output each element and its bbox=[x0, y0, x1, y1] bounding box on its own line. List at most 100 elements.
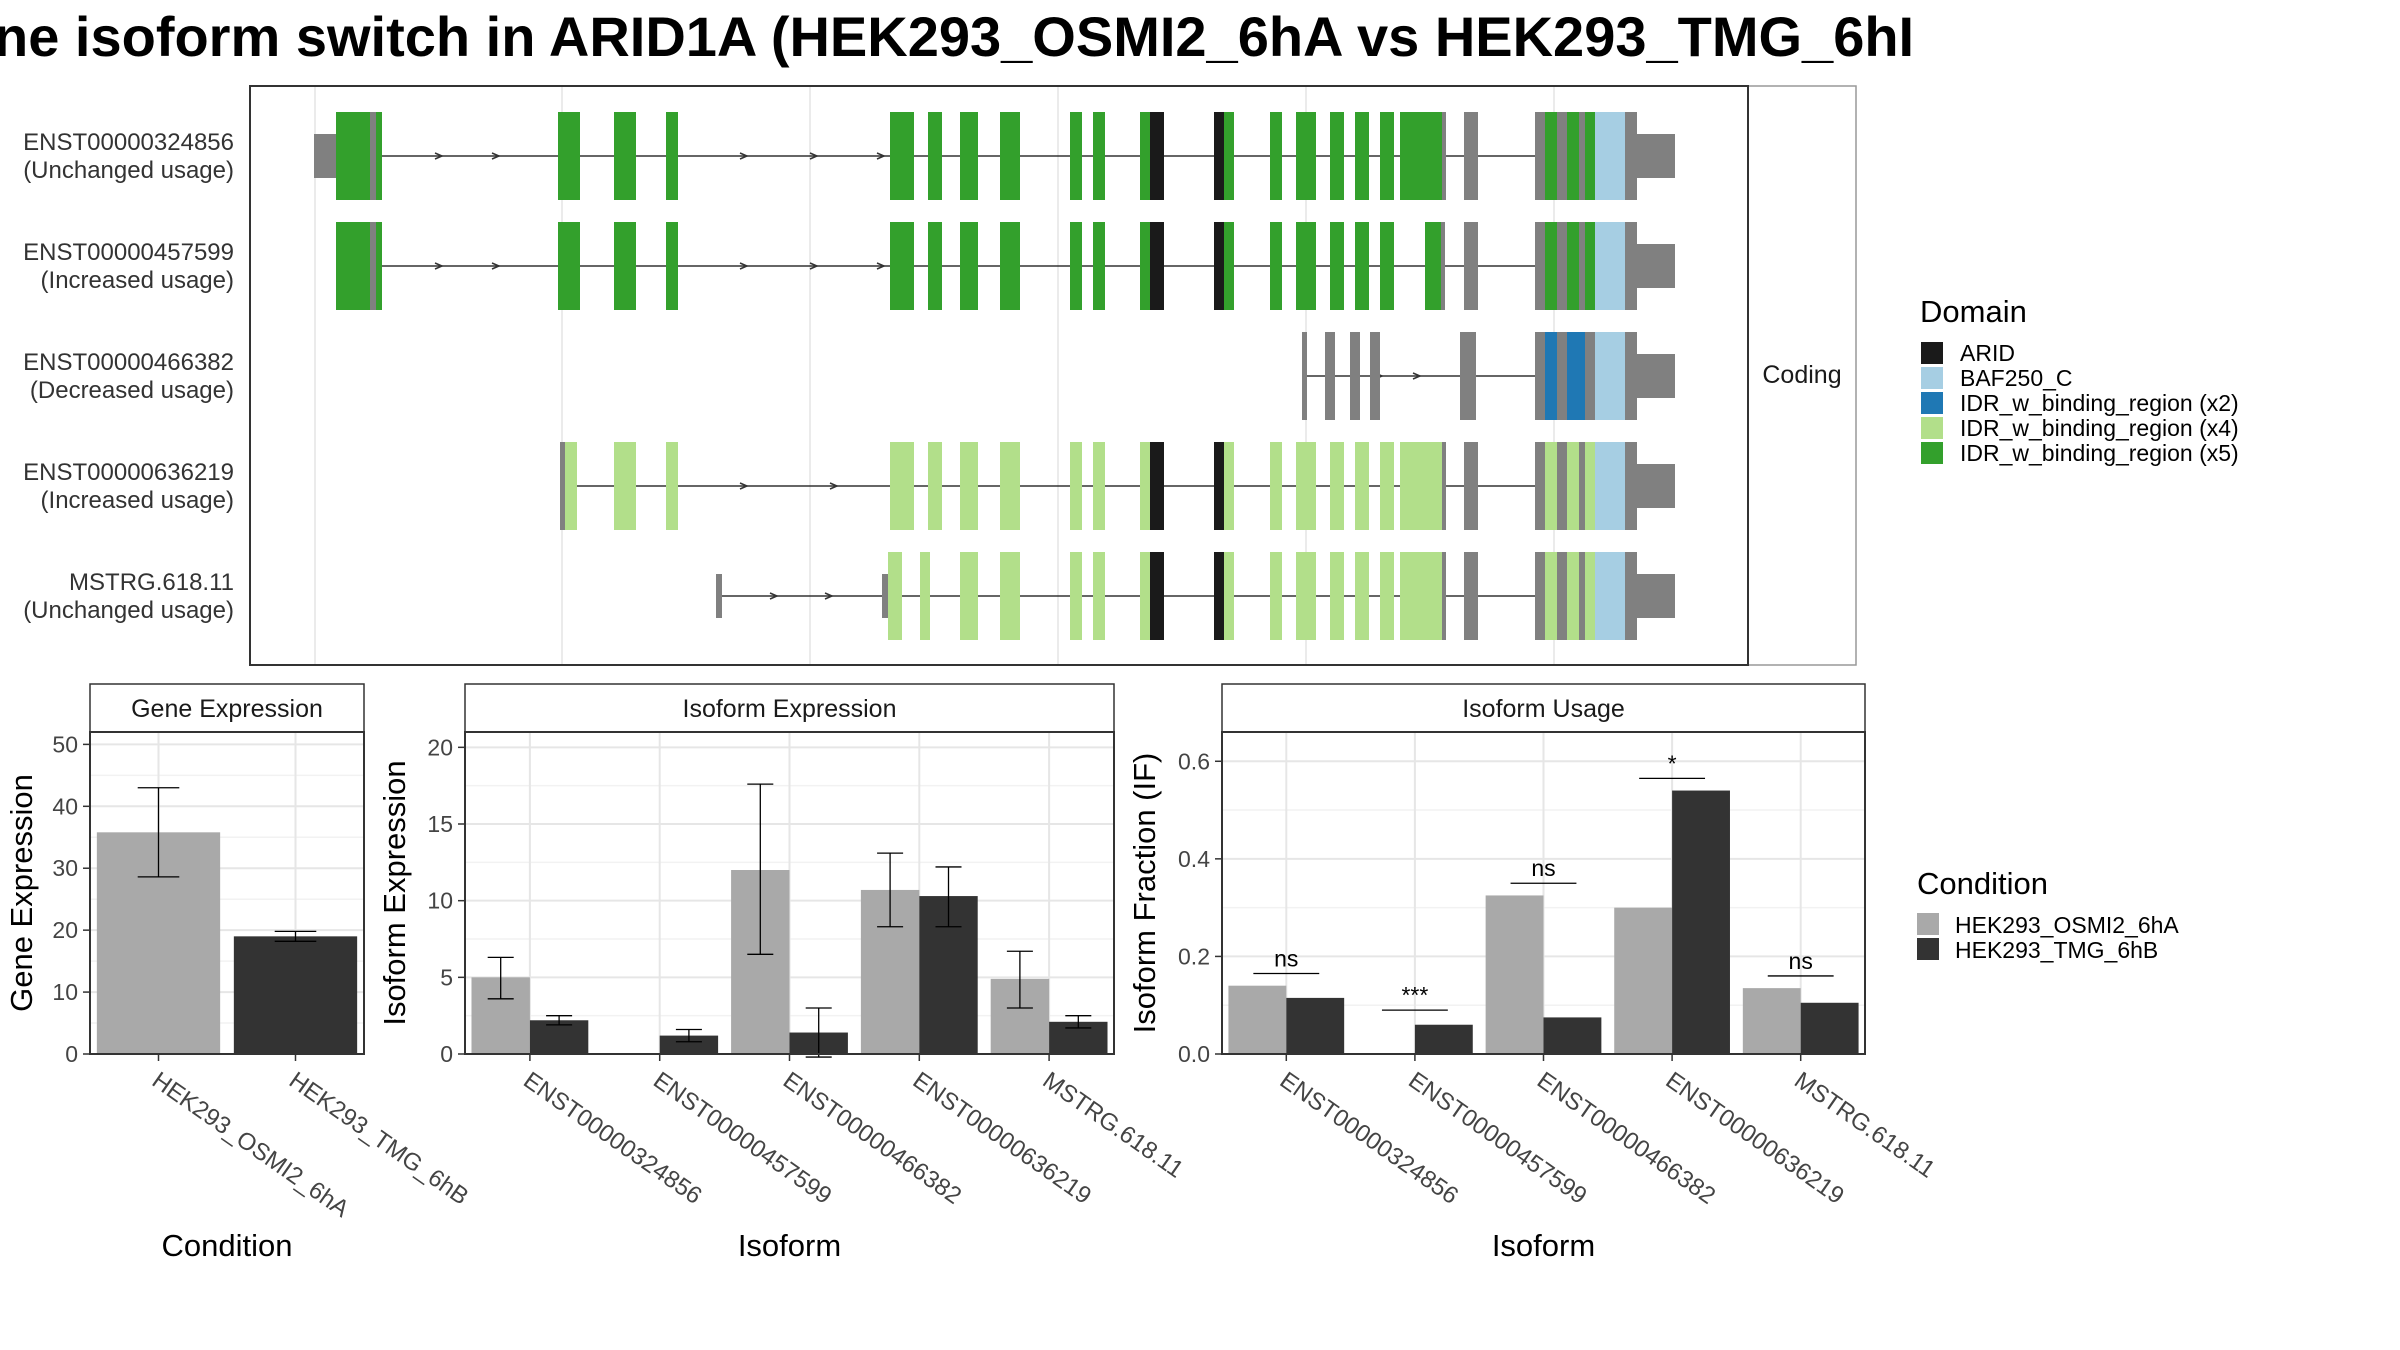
exon bbox=[1214, 222, 1224, 310]
exon bbox=[888, 552, 902, 640]
strand-arrow bbox=[739, 262, 749, 270]
bar bbox=[1286, 997, 1345, 1054]
exon bbox=[1270, 222, 1282, 310]
exon bbox=[1355, 112, 1369, 200]
exon bbox=[1330, 442, 1344, 530]
domain-legend-label: ARID bbox=[1960, 340, 2015, 366]
domain-legend-label: IDR_w_binding_region (x5) bbox=[1960, 440, 2239, 466]
exon bbox=[1579, 222, 1585, 310]
exon bbox=[1000, 442, 1020, 530]
y-tick-label: 40 bbox=[52, 793, 78, 819]
panel-border bbox=[89, 731, 365, 1055]
exon bbox=[1270, 442, 1282, 530]
transcript-label-id: MSTRG.618.11 bbox=[69, 569, 234, 596]
exon bbox=[1625, 552, 1637, 640]
exon bbox=[1545, 112, 1557, 200]
exon bbox=[1557, 112, 1567, 200]
domain-legend-swatch bbox=[1921, 342, 1943, 364]
exon bbox=[1557, 332, 1567, 420]
exon bbox=[1567, 222, 1579, 310]
exon bbox=[1214, 112, 1224, 200]
exon bbox=[1466, 332, 1476, 420]
exon bbox=[1535, 552, 1545, 640]
exon bbox=[1330, 552, 1344, 640]
exon bbox=[1400, 552, 1442, 640]
exon bbox=[928, 222, 942, 310]
exon bbox=[1214, 442, 1224, 530]
transcript-structure-panel: Coding ENST00000324856 (Unchanged usage) EN… bbox=[23, 85, 1857, 666]
exon bbox=[1625, 112, 1637, 200]
exon bbox=[1140, 222, 1150, 310]
exon bbox=[1441, 222, 1445, 310]
exon bbox=[1567, 112, 1579, 200]
transcript-label-usage: (Unchanged usage) bbox=[23, 597, 234, 624]
transcript-label-id: ENST00000324856 bbox=[23, 129, 234, 156]
exon bbox=[1093, 442, 1105, 530]
exon bbox=[1425, 222, 1441, 310]
y-tick-label: 0.2 bbox=[1178, 943, 1210, 969]
exon bbox=[1595, 552, 1625, 640]
panel-strip bbox=[464, 683, 1115, 733]
strand-arrow bbox=[824, 592, 834, 600]
domain-legend-title: Domain bbox=[1920, 294, 2027, 329]
exon bbox=[1296, 222, 1316, 310]
exon bbox=[314, 134, 336, 178]
exon bbox=[558, 112, 580, 200]
exon bbox=[1442, 552, 1446, 640]
exon bbox=[882, 574, 888, 618]
domain-legend-swatch bbox=[1921, 417, 1943, 439]
transcript-label-id: ENST00000466382 bbox=[23, 349, 234, 376]
exon bbox=[1296, 552, 1316, 640]
exon bbox=[1380, 442, 1394, 530]
y-tick-label: 0.0 bbox=[1178, 1041, 1210, 1067]
exon bbox=[1140, 112, 1150, 200]
condition-legend-swatch bbox=[1917, 938, 1939, 960]
x-axis-title: Isoform bbox=[1492, 1228, 1595, 1263]
exon bbox=[614, 222, 636, 310]
exon bbox=[376, 222, 382, 310]
exon bbox=[1535, 442, 1545, 530]
exon bbox=[1140, 442, 1150, 530]
exon bbox=[960, 112, 978, 200]
exon bbox=[1140, 552, 1150, 640]
exon bbox=[1325, 332, 1335, 420]
strand-arrow bbox=[876, 152, 886, 160]
exon bbox=[1270, 552, 1282, 640]
y-tick-label: 50 bbox=[52, 731, 78, 757]
exon bbox=[1400, 442, 1442, 530]
exon bbox=[614, 112, 636, 200]
y-tick-label: 0.6 bbox=[1178, 748, 1210, 774]
domain-legend-swatch bbox=[1921, 367, 1943, 389]
exon bbox=[1355, 552, 1369, 640]
strand-arrow bbox=[1412, 372, 1422, 380]
x-axis-title: Condition bbox=[162, 1228, 293, 1263]
exon bbox=[1637, 134, 1675, 178]
exon bbox=[1150, 222, 1164, 310]
exon bbox=[1224, 442, 1234, 530]
exon bbox=[1400, 112, 1442, 200]
exon bbox=[1579, 552, 1585, 640]
y-tick-label: 30 bbox=[52, 855, 78, 881]
condition-legend-label: HEK293_OSMI2_6hA bbox=[1955, 912, 2179, 938]
exon bbox=[1595, 222, 1625, 310]
significance-label: ns bbox=[1274, 946, 1298, 972]
exon bbox=[1567, 442, 1579, 530]
exon bbox=[960, 442, 978, 530]
exon bbox=[1545, 442, 1557, 530]
bar bbox=[1485, 895, 1544, 1054]
exon bbox=[960, 222, 978, 310]
strand-arrow bbox=[809, 262, 819, 270]
exon bbox=[890, 112, 914, 200]
strip-label-coding: Coding bbox=[1762, 361, 1841, 389]
strand-arrow bbox=[491, 262, 501, 270]
exon bbox=[1296, 442, 1316, 530]
significance-label: ns bbox=[1531, 855, 1555, 881]
exon bbox=[1535, 112, 1545, 200]
exon bbox=[1579, 112, 1585, 200]
y-tick-label: 10 bbox=[52, 979, 78, 1005]
exon bbox=[1355, 442, 1369, 530]
exon bbox=[1585, 332, 1595, 420]
bar bbox=[1543, 1017, 1602, 1054]
bar bbox=[1742, 988, 1801, 1054]
